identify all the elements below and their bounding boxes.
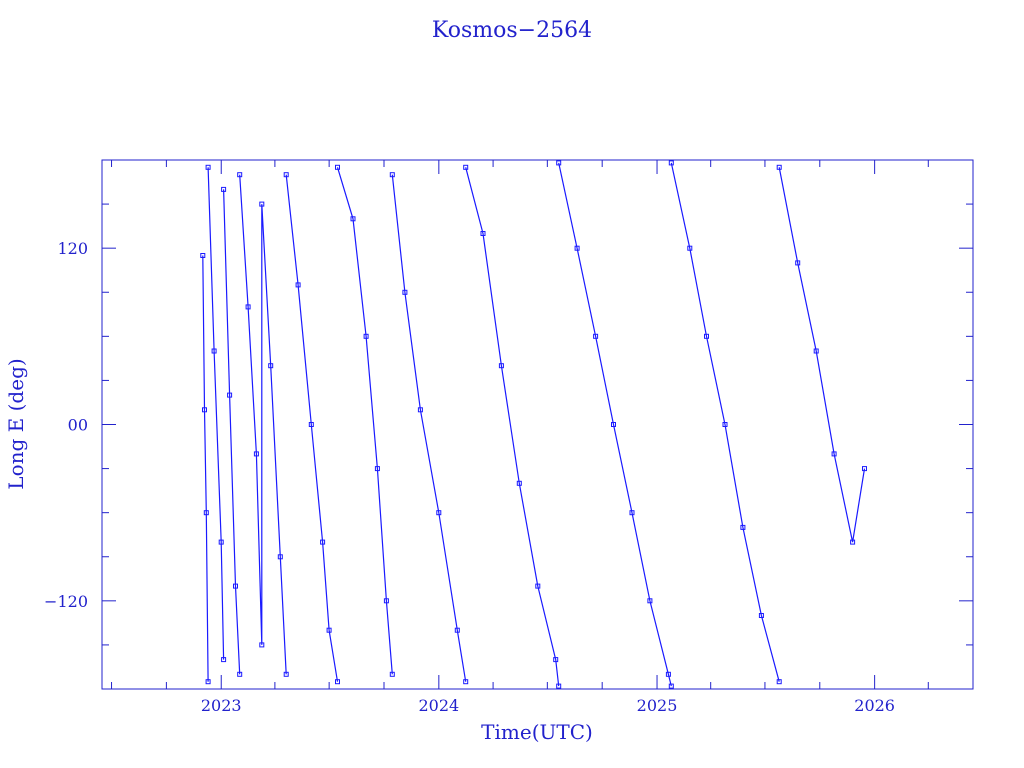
x-tick-label: 2025 bbox=[637, 696, 678, 715]
data-point bbox=[283, 671, 289, 677]
plot-frame bbox=[101, 159, 974, 690]
data-point bbox=[668, 683, 674, 689]
series-line bbox=[670, 162, 780, 682]
data-point bbox=[740, 524, 746, 530]
data-point bbox=[480, 231, 486, 236]
data-point bbox=[389, 172, 395, 178]
data-point bbox=[850, 539, 856, 545]
data-point bbox=[417, 407, 423, 413]
data-point bbox=[574, 245, 580, 251]
data-point bbox=[556, 160, 562, 166]
series-line bbox=[207, 167, 225, 660]
data-point bbox=[647, 598, 653, 604]
data-point bbox=[320, 539, 326, 545]
data-point bbox=[283, 172, 289, 178]
data-point bbox=[237, 671, 243, 677]
data-point bbox=[498, 363, 504, 369]
data-point bbox=[722, 422, 728, 427]
y-tick-label: 120 bbox=[57, 239, 88, 258]
minor-ticks bbox=[102, 160, 973, 689]
x-tick-label: 2024 bbox=[418, 696, 459, 715]
data-point bbox=[454, 627, 460, 633]
data-point bbox=[221, 657, 227, 663]
data-point bbox=[295, 282, 301, 288]
data-point bbox=[758, 613, 764, 618]
series-line bbox=[285, 174, 339, 682]
data-point bbox=[668, 160, 674, 166]
series-line bbox=[465, 167, 560, 687]
data-point bbox=[463, 679, 469, 685]
data-point bbox=[831, 451, 837, 457]
data-point bbox=[813, 348, 819, 354]
data-point bbox=[383, 598, 389, 604]
data-point bbox=[227, 392, 233, 398]
data-point bbox=[237, 172, 243, 178]
x-tick-labels: 2023 2024 2025 2026 bbox=[201, 696, 895, 715]
data-point bbox=[463, 164, 469, 170]
series-line bbox=[202, 255, 209, 682]
data-point bbox=[611, 422, 616, 427]
y-tick-label: −120 bbox=[44, 592, 88, 611]
series-layer bbox=[200, 160, 867, 689]
data-point bbox=[259, 642, 265, 648]
data-point bbox=[268, 363, 274, 369]
y-tick-label: 00 bbox=[68, 416, 88, 435]
series-line bbox=[223, 189, 241, 675]
series-line bbox=[391, 174, 467, 682]
data-point bbox=[629, 510, 635, 516]
data-point bbox=[862, 466, 867, 472]
series-line bbox=[336, 167, 393, 675]
data-point bbox=[556, 683, 562, 689]
y-axis-label: Long E (deg) bbox=[4, 358, 28, 489]
data-point bbox=[374, 466, 380, 472]
data-point bbox=[335, 164, 340, 170]
data-point bbox=[233, 583, 238, 589]
data-point bbox=[389, 671, 395, 677]
data-point bbox=[259, 201, 265, 207]
data-point bbox=[593, 333, 599, 339]
chart-title: Kosmos−2564 bbox=[432, 18, 592, 43]
data-point bbox=[245, 304, 251, 310]
data-point bbox=[202, 407, 207, 413]
y-tick-labels: 120 00 −120 bbox=[44, 239, 88, 611]
data-point bbox=[308, 422, 314, 427]
data-point bbox=[200, 253, 206, 258]
data-point bbox=[211, 348, 217, 354]
data-point bbox=[335, 679, 340, 685]
data-point bbox=[776, 164, 782, 170]
x-axis-label: Time(UTC) bbox=[481, 720, 593, 744]
data-point bbox=[665, 671, 671, 677]
x-tick-label: 2026 bbox=[854, 696, 895, 715]
data-point bbox=[221, 186, 227, 192]
data-point bbox=[402, 289, 408, 295]
data-point bbox=[535, 583, 541, 589]
data-point bbox=[326, 627, 332, 633]
series-line bbox=[239, 174, 287, 675]
data-point bbox=[516, 480, 522, 486]
x-tick-label: 2023 bbox=[201, 696, 242, 715]
data-point bbox=[776, 679, 782, 685]
data-point bbox=[436, 510, 442, 516]
data-point bbox=[205, 164, 211, 170]
data-point bbox=[205, 679, 211, 685]
series-line bbox=[558, 162, 672, 687]
data-point bbox=[277, 554, 283, 560]
data-point bbox=[795, 260, 801, 266]
data-point bbox=[218, 539, 224, 545]
data-point bbox=[350, 216, 356, 222]
data-point bbox=[253, 451, 259, 457]
data-point bbox=[553, 657, 559, 663]
data-point bbox=[704, 333, 709, 339]
series-line bbox=[778, 167, 866, 543]
data-point bbox=[363, 333, 369, 339]
data-point bbox=[203, 510, 209, 516]
data-point bbox=[687, 245, 693, 251]
